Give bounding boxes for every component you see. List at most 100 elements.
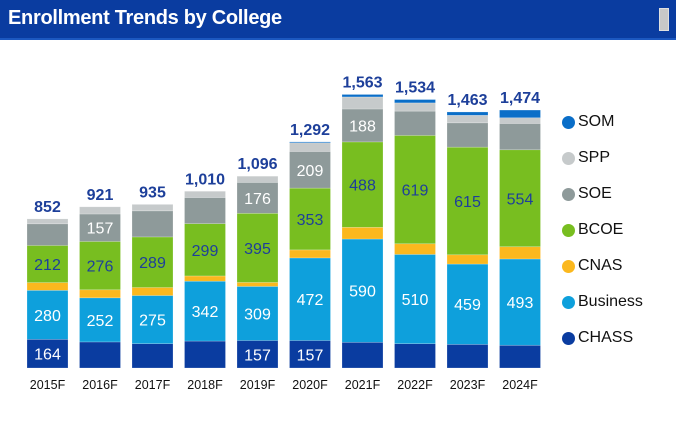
bar-segment-cnas [499,246,541,260]
bar-segment-business [394,254,436,344]
bar-segment-soe [26,223,69,246]
total-label: 852 [34,199,61,216]
total-label: 1,292 [290,122,330,139]
data-label: 472 [297,292,324,309]
bar-segment-som [341,94,384,98]
legend-item-soe[interactable]: SOE [562,176,643,212]
total-label: 1,534 [395,80,435,97]
legend-label: BCOE [578,221,624,238]
total-label: 1,563 [342,74,382,91]
bar-segment-bcoe [79,241,121,291]
total-label: 1,463 [447,92,487,109]
bar-segment-cnas [79,289,121,299]
legend-label: CHASS [578,329,634,346]
legend-item-bcoe[interactable]: BCOE [562,212,643,248]
bar-segment-chass [184,340,226,369]
x-tick-label: 2017F [135,378,171,392]
bar-segment-chass [499,344,541,369]
header-menu-button[interactable] [659,8,669,31]
bar-segment-business [131,295,174,344]
bar-segment-spp [499,117,541,124]
data-label: 276 [87,259,114,276]
bar-segment-bcoe [499,149,541,248]
bar-segment-business [184,280,226,342]
bar-segment-chass [394,343,436,369]
bar-segment-bcoe [394,135,436,245]
bar-segment-soe [289,151,331,189]
bar-segment-spp [341,96,384,110]
total-label: 1,474 [500,90,540,107]
bar-segment-cnas [341,227,384,240]
bar-segment-chass [79,341,121,369]
x-tick-label: 2019F [240,378,276,392]
bar-segment-chass [131,343,174,369]
bar-segment-spp [26,218,69,225]
data-label: 157 [297,347,324,364]
bar-segment-spp [184,190,226,198]
bar-segment-cnas [289,249,331,259]
bar-segment-som [499,109,541,119]
data-label: 395 [244,241,271,258]
data-label: 212 [34,257,61,274]
bar-segment-business [26,289,69,340]
bar-segment-cnas [236,282,279,287]
bar-segment-chass [446,344,489,369]
legend-item-cnas[interactable]: CNAS [562,248,643,284]
data-label: 188 [349,118,376,135]
bar-segment-bcoe [26,245,69,283]
bar-segment-chass [26,338,69,369]
data-label: 309 [244,306,271,323]
legend-item-chass[interactable]: CHASS [562,320,643,356]
bar-segment-soe [131,210,174,238]
data-label: 299 [192,243,219,260]
x-tick-label: 2020F [292,378,328,392]
bar-segment-business [236,286,279,341]
total-label: 935 [139,184,166,201]
bar-segment-business [499,258,541,346]
x-tick-label: 2022F [397,378,433,392]
bar-segment-bcoe [289,187,331,251]
data-label: 615 [454,194,481,211]
data-label: 353 [297,212,324,229]
bar-segment-spp [236,175,279,183]
bar-segment-soe [446,122,489,148]
bar-segment-spp [394,102,436,112]
bar-segment-chass [341,341,384,369]
bar-segment-som [394,99,436,104]
chart-header: Enrollment Trends by College [0,0,676,40]
legend-dot-icon [562,223,575,237]
bar-segment-soe [236,182,279,214]
chart-title: Enrollment Trends by College [8,7,282,29]
legend-item-spp[interactable]: SPP [562,140,643,176]
bar-segment-chass [236,340,279,369]
bar-segment-bcoe [446,146,489,256]
legend: SOM SPP SOE BCOE CNAS Business CHASS [562,104,643,356]
data-label: 280 [34,308,61,325]
bar-segment-bcoe [341,141,384,228]
legend-item-business[interactable]: Business [562,284,643,320]
bar-segment-cnas [131,287,174,296]
legend-label: Business [578,293,643,310]
data-label: 157 [244,347,271,364]
bar-segment-business [341,238,384,343]
legend-item-som[interactable]: SOM [562,104,643,140]
bar-segment-soe [341,108,384,143]
bar-segment-bcoe [236,213,279,283]
data-label: 554 [507,191,534,208]
total-label: 1,096 [237,156,277,173]
bar-segment-bcoe [131,236,174,288]
x-tick-label: 2024F [502,378,538,392]
legend-dot-icon [562,331,575,345]
legend-label: SOM [578,113,615,130]
bar-segment-spp [79,206,121,215]
total-label: 1,010 [185,171,225,188]
legend-label: CNAS [578,257,623,274]
bar-segment-cnas [394,243,436,255]
data-label: 176 [244,191,271,208]
x-tick-label: 2016F [82,378,118,392]
legend-dot-icon [562,151,575,165]
data-label: 510 [402,292,429,309]
legend-dot-icon [562,295,575,309]
legend-label: SPP [578,149,611,166]
